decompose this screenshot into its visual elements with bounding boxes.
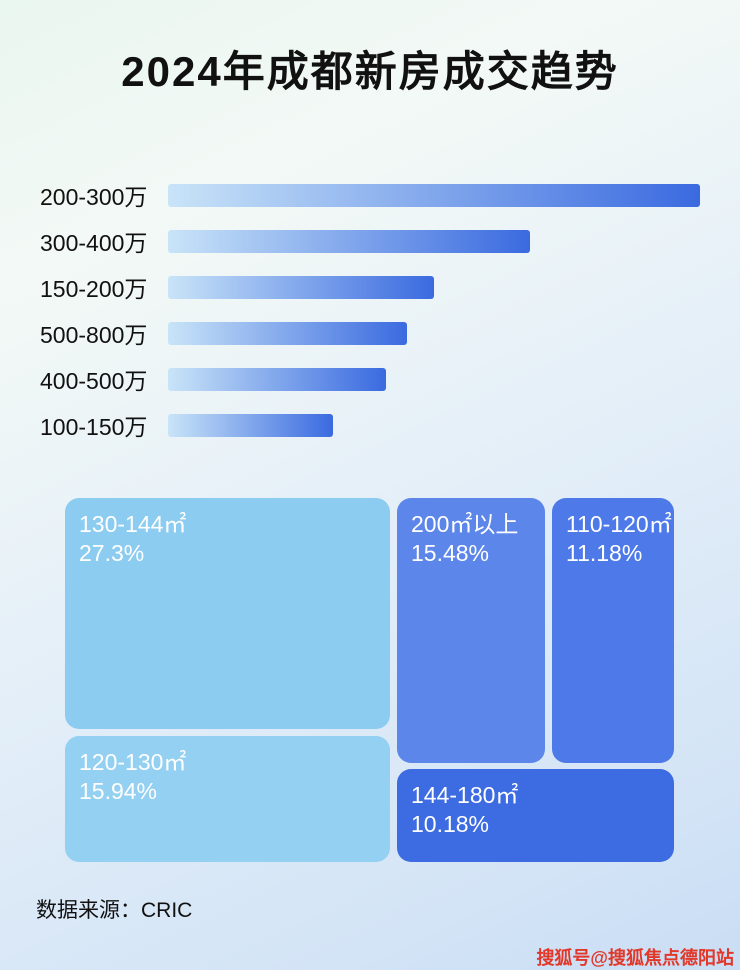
block-value: 10.18% [411,810,490,837]
block-value: 27.3% [79,539,145,566]
bar-label: 300-400万 [40,230,148,256]
bar-track [168,275,700,299]
treemap-block-130-144: 130-144㎡ 27.3% [65,498,390,729]
bar-400-500 [168,367,387,391]
bar-row: 200-300万 [40,183,700,210]
block-value: 11.18% [566,539,643,566]
bar-row: 150-200万 [40,275,700,302]
block-label: 130-144㎡ [79,511,187,537]
bar-300-400 [168,229,530,253]
bar-row: 100-150万 [40,413,700,440]
block-label: 144-180㎡ [411,782,519,808]
bar-150-200 [168,275,434,299]
bar-track [168,413,700,437]
bar-200-300 [168,183,700,207]
block-value: 15.48% [411,539,490,566]
watermark: 搜狐号@搜狐焦点德阳站 [536,948,734,968]
treemap-block-200-plus: 200㎡以上 15.48% [397,498,545,763]
bar-label: 500-800万 [40,322,148,348]
bar-500-800 [168,321,408,345]
bar-label: 100-150万 [40,414,148,440]
bar-row: 400-500万 [40,367,700,394]
bar-label: 200-300万 [40,184,148,210]
bar-label: 150-200万 [40,276,148,302]
treemap-block-110-120: 110-120㎡ 11.18% [552,498,674,763]
bar-track [168,183,700,207]
block-label: 120-130㎡ [79,749,187,775]
block-value: 15.94% [79,777,158,804]
bar-row: 500-800万 [40,321,700,348]
bar-100-150 [168,413,333,437]
bar-track [168,367,700,391]
block-label: 110-120㎡ [566,511,672,537]
block-label: 200㎡以上 [411,511,519,537]
bar-row: 300-400万 [40,229,700,256]
bar-label: 400-500万 [40,368,148,394]
price-range-bar-chart: 200-300万 300-400万 150-200万 500-800万 400-… [40,183,700,459]
data-source: 数据来源：CRIC [36,899,193,922]
page-title: 2024年成都新房成交趋势 [121,48,619,95]
treemap-block-144-180: 144-180㎡ 10.18% [397,769,674,862]
bar-track [168,321,700,345]
bar-track [168,229,700,253]
treemap-block-120-130: 120-130㎡ 15.94% [65,736,390,862]
